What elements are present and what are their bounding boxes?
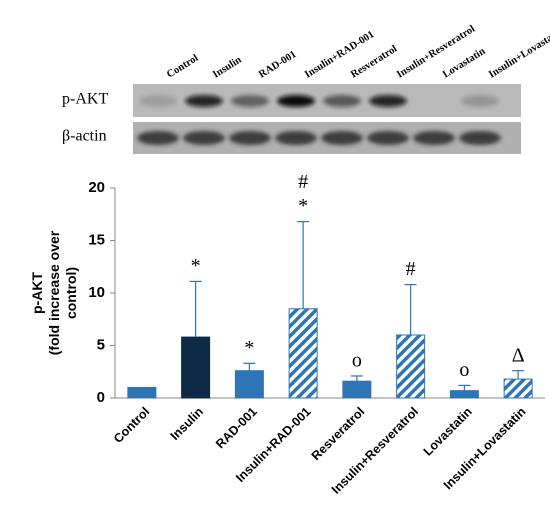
- blot-row-label: p-AKT: [62, 91, 108, 108]
- lane-label: Insulin+Resveratrol: [395, 24, 477, 81]
- significance-mark: *: [298, 195, 308, 217]
- y-tick-label: 10: [88, 284, 105, 301]
- bar: [181, 336, 211, 399]
- chart: 0 5 10 15 20 p-AKT(fold increase overcontrol)…: [29, 171, 545, 497]
- lane-label: Insulin: [211, 54, 244, 80]
- bar: [449, 390, 479, 399]
- error-bar: [189, 280, 202, 338]
- error-bar: [297, 221, 310, 309]
- band: [461, 95, 499, 107]
- significance-mark: #: [298, 171, 308, 193]
- y-axis-label-line: (fold increase over: [46, 230, 62, 355]
- significance-mark: o: [352, 350, 362, 372]
- band: [137, 131, 179, 145]
- error-bar: [458, 384, 471, 391]
- band: [367, 131, 409, 145]
- band: [231, 95, 269, 107]
- band: [413, 131, 455, 145]
- bar: [503, 378, 533, 399]
- significance-mark: *: [191, 255, 201, 277]
- lane-label: RAD-001: [257, 49, 298, 81]
- error-bar: [404, 284, 417, 335]
- band: [277, 95, 315, 107]
- significance-mark: #: [406, 258, 416, 280]
- x-tick-label: RAD-001: [213, 405, 260, 452]
- significance-mark: Δ: [512, 344, 525, 366]
- band: [459, 131, 501, 145]
- blot-row-label: β-actin: [62, 128, 107, 145]
- band: [229, 131, 271, 145]
- bar: [396, 334, 426, 399]
- error-bar: [243, 362, 256, 371]
- y-axis-label-line: control): [63, 267, 79, 319]
- lane-label: Control: [165, 53, 200, 81]
- y-axis-label-line: p-AKT: [29, 272, 45, 314]
- error-bar: [350, 375, 363, 382]
- error-bar: [512, 370, 525, 380]
- band: [183, 131, 225, 145]
- significance-mark: o: [459, 359, 469, 381]
- band: [369, 95, 407, 107]
- band: [323, 95, 361, 107]
- band: [185, 95, 223, 107]
- band: [321, 131, 363, 145]
- lane-label: Insulin+Lovastatin: [487, 26, 550, 81]
- significance-mark: *: [244, 337, 254, 359]
- y-tick-label: 15: [88, 231, 105, 248]
- x-tick-label: Insulin: [168, 405, 206, 443]
- band: [139, 95, 177, 107]
- y-tick-label: 0: [97, 389, 105, 406]
- y-tick-label: 5: [97, 336, 105, 353]
- bar: [288, 308, 318, 399]
- bar: [234, 370, 264, 399]
- x-tick-label: Resveratrol: [309, 405, 368, 464]
- x-tick-label: Lovastatin: [421, 405, 475, 459]
- y-axis-label: p-AKT(fold increase overcontrol): [29, 230, 79, 355]
- y-tick-label: 20: [88, 179, 105, 196]
- band: [275, 131, 317, 145]
- x-tick-label: Control: [111, 405, 152, 446]
- bar: [127, 387, 157, 399]
- bar: [342, 380, 372, 399]
